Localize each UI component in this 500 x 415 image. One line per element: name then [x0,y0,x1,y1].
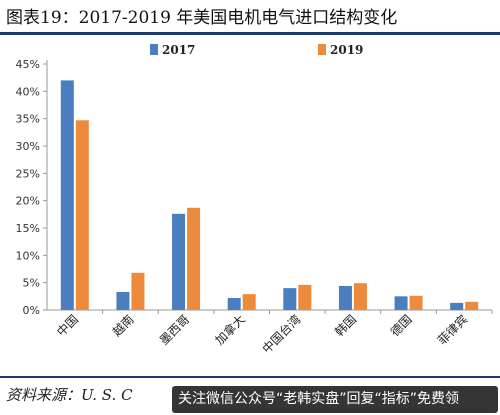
bar-2019-6 [409,295,423,310]
y-tick-label: 30% [16,140,40,153]
y-tick-label: 5% [23,277,40,290]
bar-2017-2 [172,213,186,310]
legend-swatch-2017 [150,44,158,55]
bar-2017-0 [60,80,74,311]
title-divider [0,32,500,35]
source-note: 资料来源：U. S. C [6,386,133,404]
watermark-banner: 关注微信公众号“老韩实盘”回复“指标”免费领 [172,386,498,413]
y-tick-label: 40% [16,85,40,98]
bar-2019-7 [465,301,479,310]
x-category-label: 德国 [387,312,415,340]
bar-2019-0 [75,120,89,310]
y-tick-label: 25% [16,167,40,180]
y-tick-label: 35% [16,113,40,126]
footer-divider [0,376,500,378]
x-category-label: 菲律宾 [434,312,470,348]
chart-title: 图表19：2017-2019 年美国电机电气进口结构变化 [6,8,398,28]
bar-2017-3 [227,297,241,310]
bar-2019-3 [242,294,256,310]
bar-2017-4 [283,288,297,310]
x-category-label: 中国台湾 [259,312,304,357]
y-tick-label: 45% [16,58,40,71]
watermark-text: 关注微信公众号“老韩实盘”回复“指标”免费领 [178,391,460,407]
legend-swatch-2019 [318,44,326,55]
bar-2019-5 [353,283,367,310]
y-tick-label: 15% [16,222,40,235]
x-category-label: 墨西哥 [157,312,192,347]
bar-2017-7 [450,302,464,310]
y-tick-label: 10% [16,249,40,262]
bar-chart: 0% 5% 10% 15% 20% 25% 30% 35% 40% 45% 中国 越南 墨西哥 加拿大 中国… [16,43,493,357]
bar-2017-1 [116,291,130,310]
x-category-label: 韩国 [331,312,359,340]
x-category-label: 加拿大 [212,312,248,348]
legend-label-2017: 2017 [162,43,195,57]
x-category-label: 中国 [53,312,81,340]
y-tick-label: 0% [23,304,40,317]
bar-2017-6 [394,296,408,310]
y-tick-label: 20% [16,195,40,208]
bar-2019-2 [187,207,201,310]
legend-label-2019: 2019 [330,43,363,57]
x-category-label: 越南 [109,312,137,340]
bar-2019-1 [131,272,145,310]
bar-2017-5 [338,285,352,310]
bar-2019-4 [298,284,312,310]
